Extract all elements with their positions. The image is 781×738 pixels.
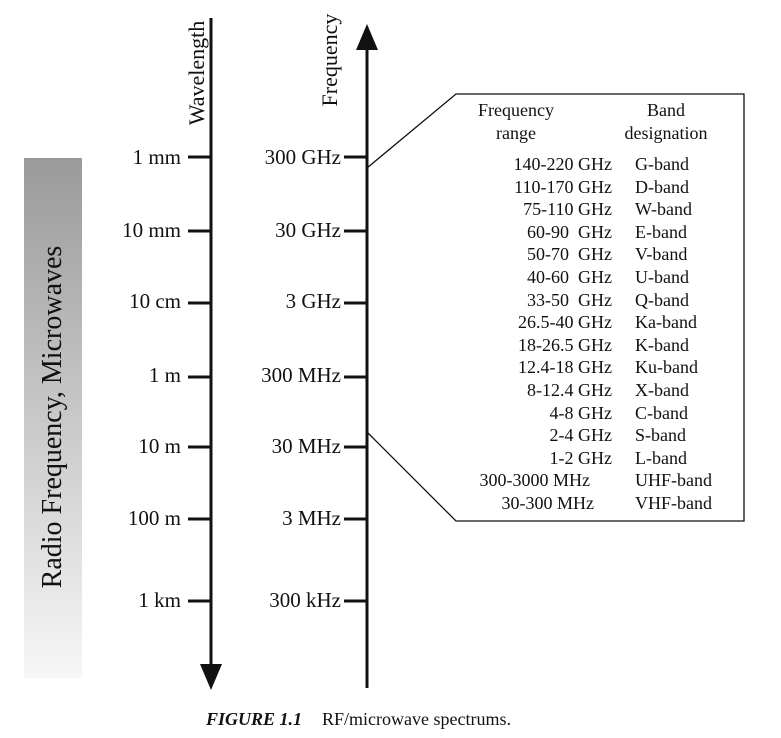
wavelength-arrowhead xyxy=(200,664,222,690)
band-row: 33-50 GHz Q-band xyxy=(456,289,744,312)
header-frequency: Frequency xyxy=(478,100,554,120)
caption-text: RF/microwave spectrums. xyxy=(322,709,511,729)
band-designation: VHF-band xyxy=(635,493,712,513)
band-row: 140-220 GHz G-band xyxy=(456,153,744,176)
frequency-ticks xyxy=(344,155,367,603)
band-row: 300-3000 MHz UHF-band xyxy=(456,469,744,492)
band-designation: G-band xyxy=(635,154,689,174)
wavelength-tick-label: 10 mm xyxy=(122,218,181,242)
wavelength-tick-label: 1 m xyxy=(148,363,181,387)
band-designation: C-band xyxy=(635,402,688,423)
band-row: 18-26.5 GHz K-band xyxy=(456,334,744,357)
band-range: 30-300 MHz xyxy=(501,493,595,513)
band-range: 12.4-18 GHz xyxy=(518,357,612,378)
band-range: 8-12.4 GHz xyxy=(527,380,612,400)
band-designation: Ka-band xyxy=(635,312,697,333)
band-row: 12.4-18 GHz Ku-band xyxy=(456,356,744,379)
frequency-arrowhead xyxy=(356,24,378,50)
band-range: 40-60 GHz xyxy=(527,267,612,287)
band-row: 40-60 GHz U-band xyxy=(456,266,744,289)
frequency-tick-label: 3 GHz xyxy=(285,289,341,313)
band-range: 300-3000 MHz xyxy=(479,470,591,491)
band-range: 4-8 GHz xyxy=(549,402,612,423)
frequency-title: Frequency xyxy=(317,13,342,107)
band-range: 110-170 GHz xyxy=(514,176,612,197)
band-designation: D-band xyxy=(635,176,689,197)
band-row: 60-90 GHz E-band xyxy=(456,221,744,244)
figure-caption: FIGURE 1.1 RF/microwave spectrums. xyxy=(206,708,511,730)
band-row: 4-8 GHz C-band xyxy=(456,402,744,425)
band-range: 2-4 GHz xyxy=(549,425,612,446)
band-range: 75-110 GHz xyxy=(523,199,612,220)
frequency-tick-label: 3 MHz xyxy=(282,506,341,530)
band-row: 75-110 GHz W-band xyxy=(456,198,744,221)
band-designation: Q-band xyxy=(635,289,689,310)
side-label: Radio Frequency, Microwaves xyxy=(37,245,68,589)
band-row: 8-12.4 GHz X-band xyxy=(456,379,744,402)
band-row: 2-4 GHz S-band xyxy=(456,424,744,447)
wavelength-tick-label: 10 cm xyxy=(129,289,181,313)
wavelength-tick-label: 10 m xyxy=(138,434,181,458)
band-row: 26.5-40 GHz Ka-band xyxy=(456,311,744,334)
wavelength-ticks xyxy=(188,155,211,603)
frequency-tick-label: 30 MHz xyxy=(271,434,341,458)
band-designation: Ku-band xyxy=(635,357,698,378)
band-designation: UHF-band xyxy=(635,470,712,491)
wavelength-tick-label: 100 m xyxy=(127,506,181,530)
header-range: range xyxy=(496,123,536,143)
band-range: 50-70 GHz xyxy=(527,244,612,265)
band-designation: V-band xyxy=(635,244,688,265)
band-designation: S-band xyxy=(635,425,686,446)
band-designation: U-band xyxy=(635,267,689,287)
frequency-tick-label: 30 GHz xyxy=(275,218,341,242)
band-row: 30-300 MHz VHF-band xyxy=(456,492,744,515)
band-designation: E-band xyxy=(635,221,687,242)
frequency-tick-label: 300 GHz xyxy=(264,145,341,169)
band-designation: L-band xyxy=(635,447,687,468)
band-range: 18-26.5 GHz xyxy=(518,334,612,355)
band-range: 60-90 GHz xyxy=(527,221,612,242)
band-row: 1-2 GHz L-band xyxy=(456,447,744,470)
frequency-tick-label: 300 MHz xyxy=(261,363,341,387)
header-band: Band xyxy=(647,100,685,120)
band-box-outline xyxy=(366,93,745,522)
band-row: 50-70 GHz V-band xyxy=(456,243,744,266)
wavelength-tick-label: 1 mm xyxy=(132,145,181,169)
wavelength-tick-label: 1 km xyxy=(138,588,181,612)
gradient-bar xyxy=(24,158,82,678)
band-designation: X-band xyxy=(635,380,689,400)
figure-number: FIGURE 1.1 xyxy=(206,709,303,729)
band-row: 110-170 GHz D-band xyxy=(456,176,744,199)
band-designation: W-band xyxy=(635,199,692,220)
band-range: 33-50 GHz xyxy=(527,289,612,310)
header-designation: designation xyxy=(624,123,708,143)
band-range: 26.5-40 GHz xyxy=(518,312,612,333)
band-range: 140-220 GHz xyxy=(513,154,612,174)
band-designation: K-band xyxy=(635,334,689,355)
band-range: 1-2 GHz xyxy=(549,447,612,468)
frequency-tick-label: 300 kHz xyxy=(269,588,341,612)
wavelength-title: Wavelength xyxy=(184,20,209,126)
band-table: Frequency range Band designation 140-220… xyxy=(456,94,744,521)
